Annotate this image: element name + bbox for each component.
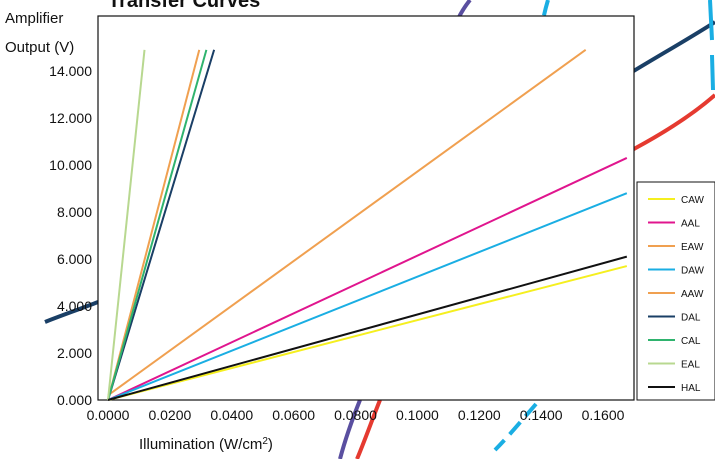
x-tick-label: 0.0600 xyxy=(272,407,315,423)
y-tick-label: 8.000 xyxy=(57,204,92,220)
series-lines xyxy=(107,49,628,401)
series-line-eal xyxy=(107,49,146,401)
x-tick-label: 0.0400 xyxy=(210,407,253,423)
x-axis-title-close: ) xyxy=(268,436,273,453)
legend-label-aal: AAL xyxy=(681,219,700,230)
x-axis-ticks: 0.0000 0.0200 0.0400 0.0600 0.0800 0.1000 0.12… xyxy=(87,407,625,423)
y-tick-label: 6.000 xyxy=(57,251,92,267)
y-axis-title-line1: Amplifier xyxy=(5,10,63,27)
series-line-aaw xyxy=(107,49,201,401)
y-tick-label: 4.000 xyxy=(57,298,92,314)
x-tick-label: 0.1400 xyxy=(520,407,563,423)
swoosh-navy-left xyxy=(44,300,99,324)
series-line-caw xyxy=(107,265,628,401)
y-axis-ticks: 0.000 2.000 4.000 6.000 8.000 10.000 12.000 14.… xyxy=(49,63,92,408)
y-tick-label: 12.000 xyxy=(49,110,92,126)
legend-label-hal: HAL xyxy=(681,383,701,394)
chart-title: Transfer Curves xyxy=(108,0,260,12)
y-tick-label: 14.000 xyxy=(49,63,92,79)
swoosh-purple-bottom xyxy=(338,399,362,459)
x-axis-title-sup: 2 xyxy=(262,436,268,447)
swoosh-cyan-right xyxy=(708,0,715,91)
x-tick-label: 0.1000 xyxy=(396,407,439,423)
x-tick-label: 0.1600 xyxy=(582,407,625,423)
series-line-cal xyxy=(107,49,208,401)
legend-label-dal: DAL xyxy=(681,313,701,324)
legend-label-caw: CAW xyxy=(681,195,705,206)
x-tick-label: 0.0800 xyxy=(334,407,377,423)
series-line-daw xyxy=(107,192,628,401)
y-axis-title-line2: Output (V) xyxy=(5,39,74,56)
x-axis-title: Illumination (W/cm2) xyxy=(139,436,273,453)
background-swooshes xyxy=(44,0,715,459)
x-tick-label: 0.0200 xyxy=(148,407,191,423)
y-tick-label: 2.000 xyxy=(57,345,92,361)
legend-label-daw: DAW xyxy=(681,266,705,277)
legend-label-eaw: EAW xyxy=(681,242,704,253)
series-line-eaw xyxy=(107,49,587,397)
swoosh-red-bottom xyxy=(355,399,382,459)
swoosh-red-right xyxy=(631,93,715,152)
y-tick-label: 0.000 xyxy=(57,392,92,408)
legend-label-eal: EAL xyxy=(681,360,700,371)
swoosh-navy-right xyxy=(630,20,715,74)
x-tick-label: 0.1200 xyxy=(458,407,501,423)
x-tick-label: 0.0000 xyxy=(87,407,130,423)
series-line-aal xyxy=(107,157,628,401)
legend-label-aaw: AAW xyxy=(681,289,704,300)
x-axis-title-text: Illumination (W/cm xyxy=(139,436,262,453)
legend-label-cal: CAL xyxy=(681,336,701,347)
swoosh-cyan-bottom xyxy=(493,402,538,452)
series-line-hal xyxy=(107,255,628,401)
series-line-dal xyxy=(107,49,216,401)
y-tick-label: 10.000 xyxy=(49,157,92,173)
legend: CAW AAL EAW DAW AAW DAL CAL EAL HAL xyxy=(648,195,705,394)
